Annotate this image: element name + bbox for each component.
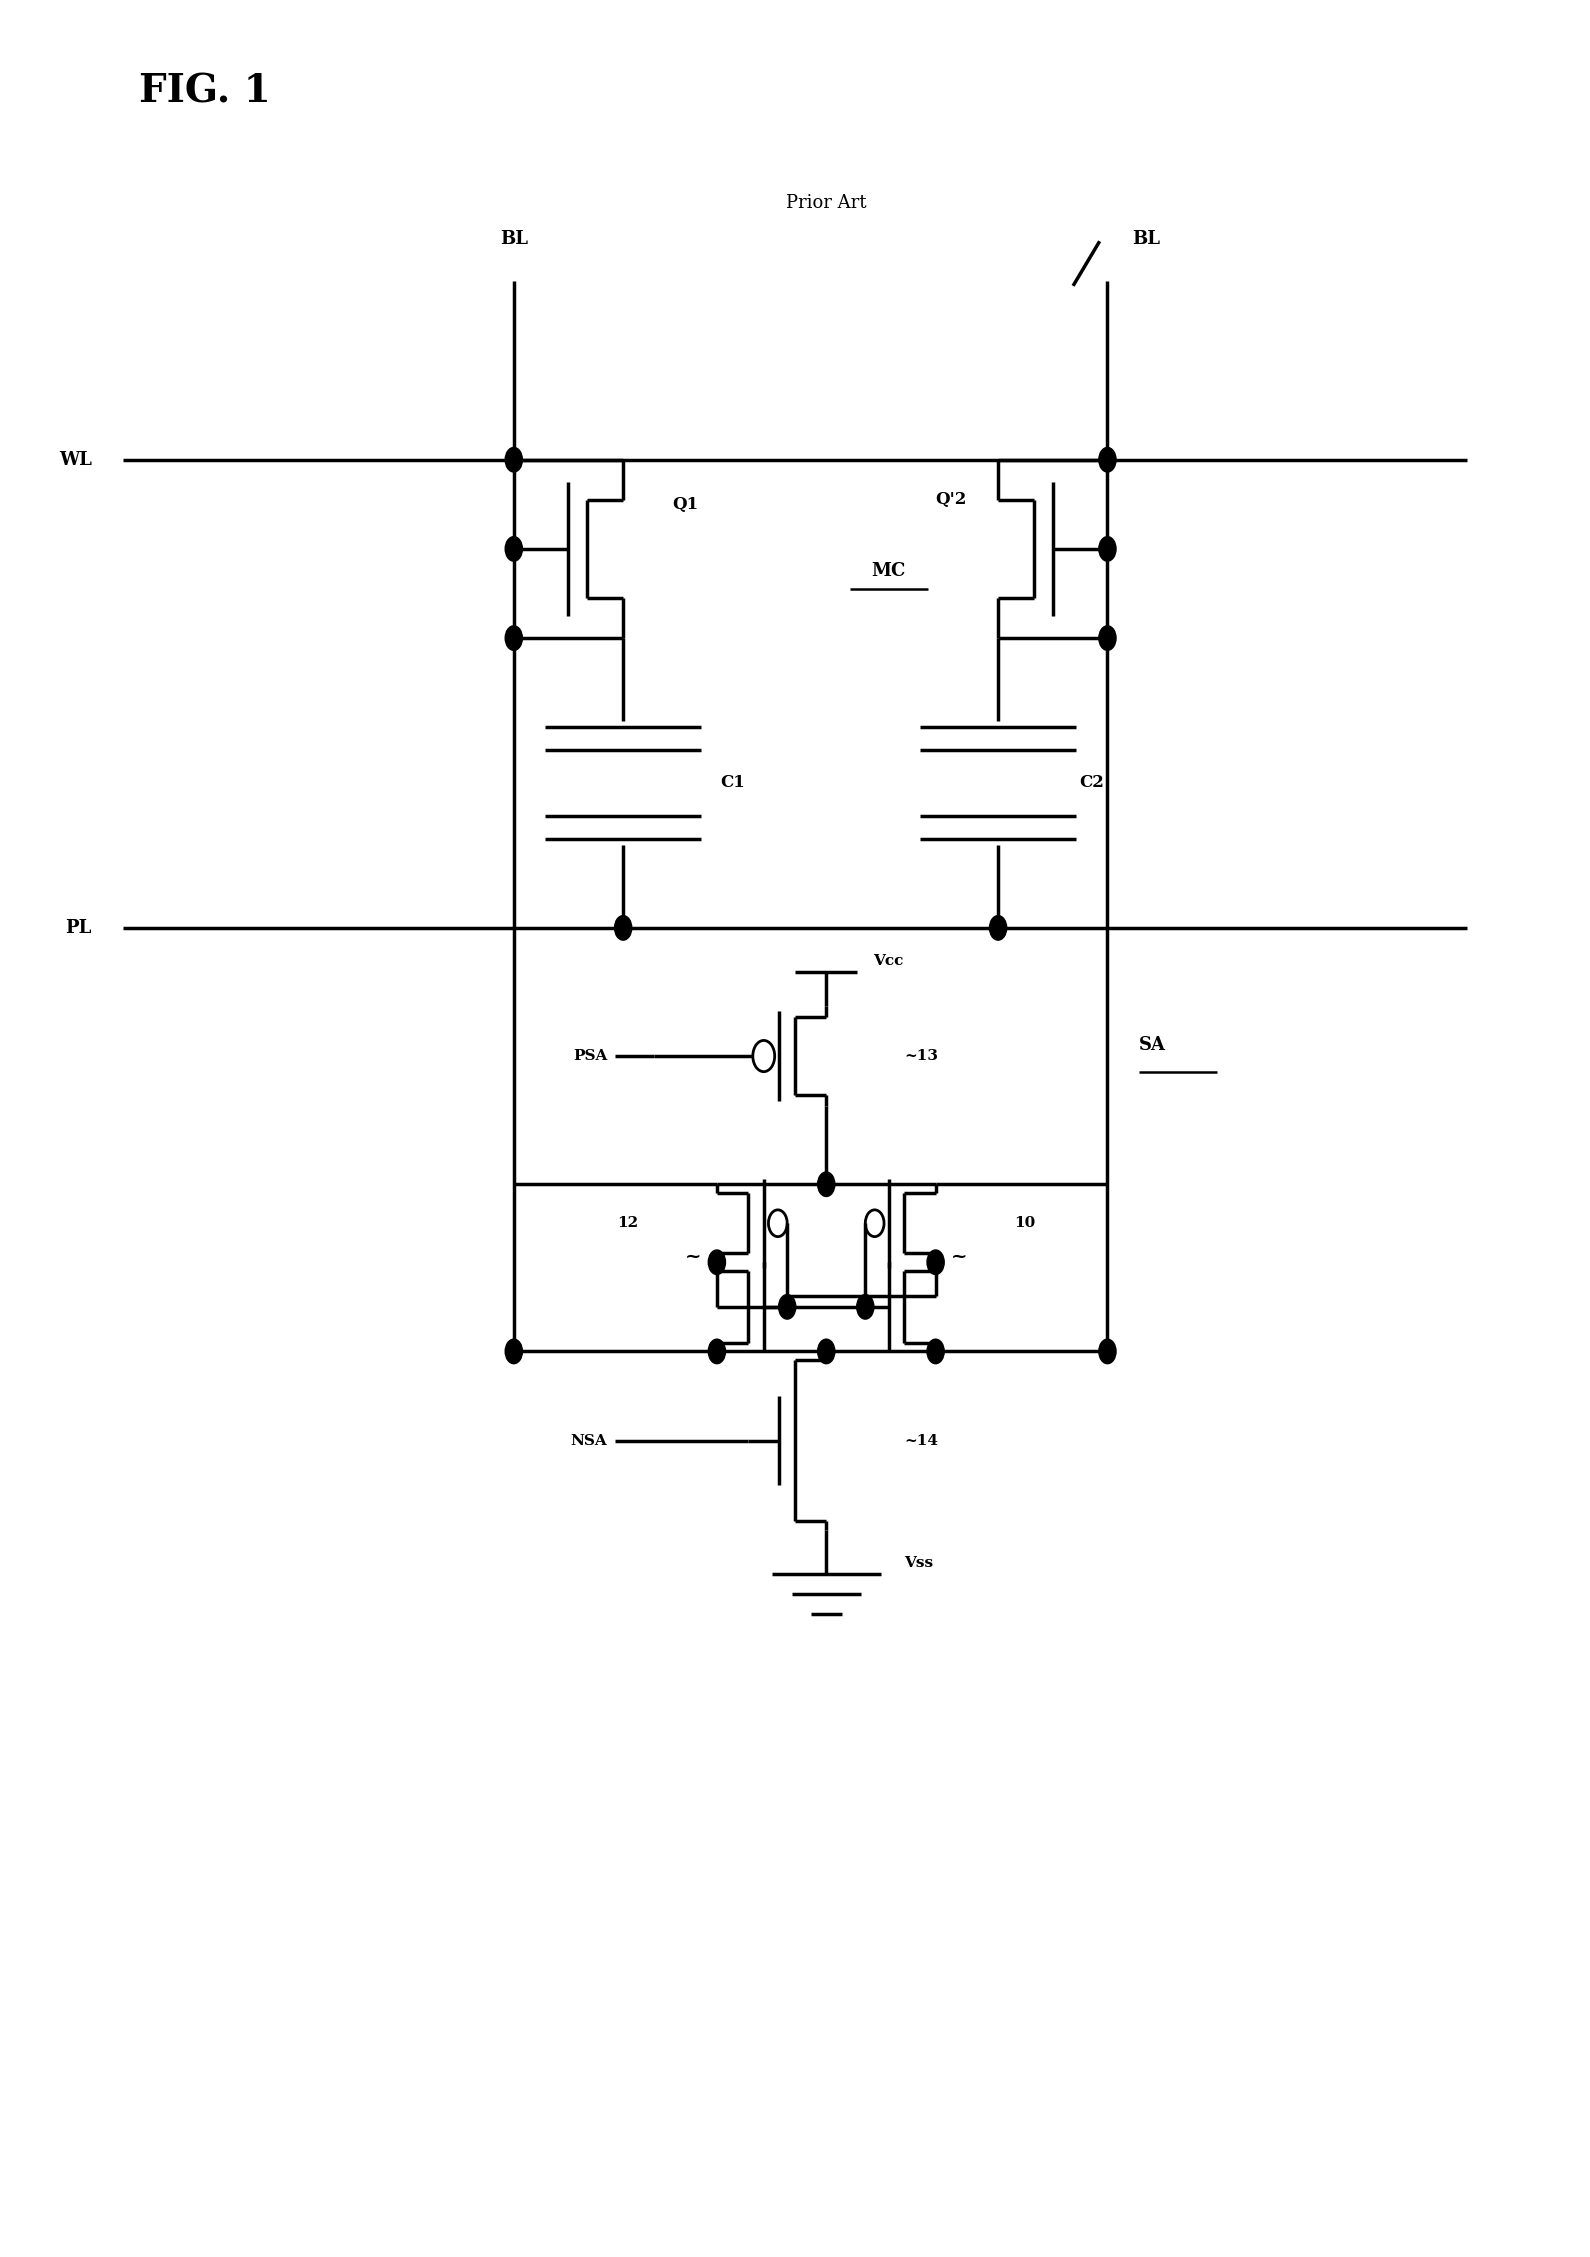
Text: WL: WL (59, 451, 92, 469)
Circle shape (708, 1250, 725, 1275)
Circle shape (857, 1296, 875, 1318)
Text: MC: MC (871, 562, 906, 580)
Circle shape (615, 916, 631, 941)
Text: Vss: Vss (905, 1555, 933, 1571)
Circle shape (1099, 447, 1116, 472)
Circle shape (1099, 537, 1116, 562)
Circle shape (1099, 1338, 1116, 1363)
Text: ~: ~ (685, 1248, 701, 1266)
Text: FIG. 1: FIG. 1 (138, 72, 270, 111)
Circle shape (506, 625, 523, 650)
Circle shape (506, 537, 523, 562)
Text: 10: 10 (1014, 1217, 1035, 1230)
Text: PL: PL (65, 919, 92, 937)
Text: C1: C1 (720, 774, 744, 792)
Circle shape (989, 916, 1006, 941)
Circle shape (927, 1250, 944, 1275)
Text: Q1: Q1 (673, 497, 698, 512)
Text: 12: 12 (617, 1217, 639, 1230)
Text: SA: SA (1138, 1036, 1165, 1054)
Circle shape (779, 1296, 795, 1318)
Circle shape (708, 1338, 725, 1363)
Circle shape (506, 447, 523, 472)
Circle shape (817, 1338, 835, 1363)
Text: ~14: ~14 (905, 1433, 938, 1447)
Text: PSA: PSA (572, 1050, 607, 1063)
Text: Prior Art: Prior Art (785, 194, 867, 212)
Text: C2: C2 (1080, 774, 1105, 792)
Text: BL: BL (499, 230, 528, 248)
Text: NSA: NSA (571, 1433, 607, 1447)
Circle shape (1099, 625, 1116, 650)
Text: ~13: ~13 (905, 1050, 938, 1063)
Text: ~: ~ (951, 1248, 967, 1266)
Text: Q'2: Q'2 (935, 492, 967, 508)
Text: Vcc: Vcc (873, 955, 903, 968)
Circle shape (506, 1338, 523, 1363)
Text: BL: BL (1132, 230, 1161, 248)
Circle shape (817, 1171, 835, 1196)
Circle shape (927, 1338, 944, 1363)
